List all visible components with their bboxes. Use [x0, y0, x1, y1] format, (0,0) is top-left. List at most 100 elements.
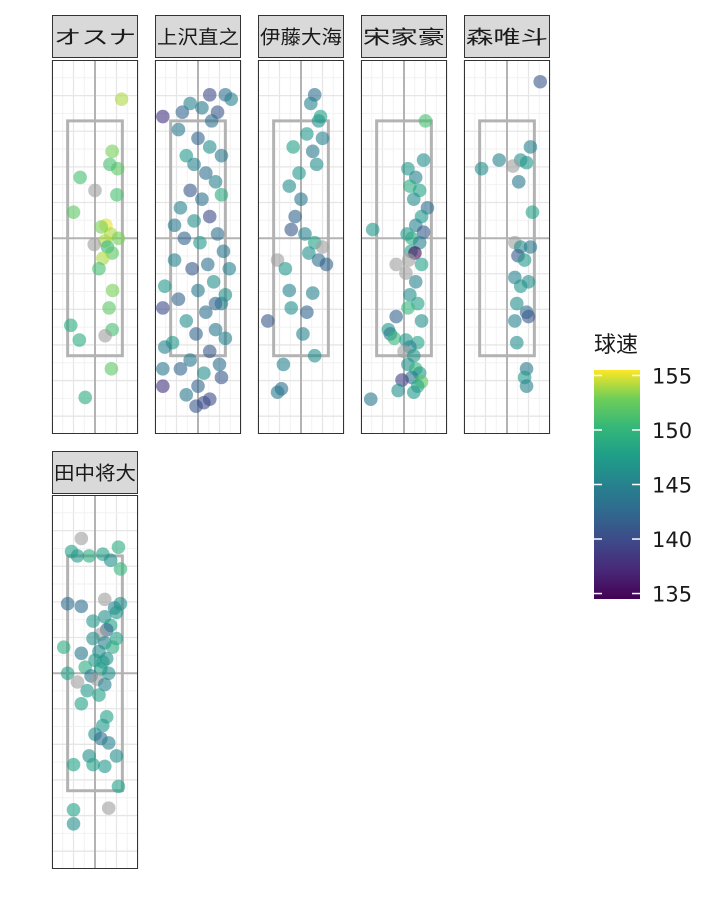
pitch-point: [80, 683, 94, 698]
pitch-point: [284, 222, 299, 237]
pitch-point: [303, 96, 318, 111]
pitch-point: [288, 209, 302, 224]
pitch-point: [179, 388, 194, 402]
facet-label: オスナ: [54, 27, 136, 49]
pitch-point: [523, 140, 538, 154]
pitch-point: [167, 253, 182, 267]
pitch-point: [97, 592, 112, 607]
pitch-point: [110, 188, 124, 202]
pitch-point: [74, 531, 89, 546]
facet-strip: [52, 451, 138, 494]
pitch-point: [105, 144, 119, 159]
pitch-point: [111, 779, 126, 794]
facet-label: 上沢直之: [157, 27, 239, 49]
pitch-point: [414, 257, 429, 272]
pitch-point: [521, 274, 536, 289]
facet-strip: [258, 15, 344, 58]
pitch-point: [315, 240, 330, 254]
pitch-point: [210, 227, 225, 241]
pitch-point: [183, 353, 197, 367]
panel-border: [258, 60, 344, 434]
pitch-point: [97, 677, 112, 692]
pitch-point: [214, 148, 229, 163]
pitch-point: [156, 361, 170, 376]
facet-label: 伊藤大海: [260, 27, 342, 49]
pitch-point: [406, 385, 421, 400]
pitch-point: [363, 392, 378, 407]
pitch-point: [270, 253, 285, 267]
pitch-point: [418, 114, 433, 128]
pitch-point: [202, 209, 217, 224]
pitch-point: [105, 283, 120, 298]
pitch-point: [214, 188, 229, 202]
pitch-point: [74, 646, 89, 661]
pitch-point: [525, 205, 540, 220]
pitch-point: [278, 261, 293, 276]
pitch-point: [519, 155, 534, 170]
pitch-point: [365, 222, 380, 237]
pitch-point: [179, 148, 194, 163]
pitch-point: [200, 257, 215, 272]
pitch-points: [474, 74, 548, 393]
pitch-point: [408, 274, 423, 289]
pitch-point: [389, 309, 403, 324]
pitch-point: [87, 237, 102, 252]
pitch-point: [197, 366, 211, 380]
pitch-point: [282, 283, 297, 298]
pitch-point: [399, 266, 413, 280]
pitch-point: [300, 127, 314, 141]
pitch-point: [156, 109, 170, 124]
pitch-point: [185, 261, 199, 276]
pitch-point: [60, 666, 75, 681]
pitch-points: [156, 87, 239, 413]
pitch-point: [73, 170, 87, 185]
pitch-point: [66, 205, 81, 220]
pitch-point: [302, 246, 316, 260]
pitch-point: [508, 314, 522, 328]
facet-panel: 伊藤大海: [257, 15, 345, 434]
pitch-point: [509, 335, 524, 350]
pitch-point: [82, 549, 96, 563]
pitch-point: [286, 140, 300, 154]
pitch-point: [101, 666, 116, 681]
pitch-point: [202, 140, 217, 154]
pitch-point: [412, 235, 427, 250]
pitch-point: [202, 344, 217, 359]
legend-tick-label: 150: [652, 419, 692, 443]
pitch-point: [216, 244, 231, 259]
pitch-point: [307, 348, 322, 363]
pitch-point: [66, 803, 81, 817]
panel-border: [52, 60, 138, 434]
pitch-point: [276, 357, 291, 372]
pitch-point: [56, 640, 71, 655]
pitch-point: [401, 253, 416, 267]
pitch-point: [70, 549, 85, 563]
pitch-point: [103, 553, 118, 568]
pitch-point: [187, 157, 201, 172]
color-legend: 球速 135 140 145 150 155: [594, 333, 692, 607]
pitch-point: [109, 749, 124, 763]
pitch-point: [94, 220, 109, 234]
facet-strip: [155, 15, 241, 58]
pitch-point: [260, 314, 275, 328]
pitch-point: [109, 605, 124, 620]
legend-tick-label: 145: [652, 474, 692, 498]
pitch-point: [195, 192, 209, 206]
pitch-point: [282, 179, 297, 193]
pitch-point: [517, 253, 532, 267]
pitch-point: [509, 296, 524, 311]
facet-label: 宋家豪: [363, 27, 445, 49]
pitch-point: [191, 379, 205, 393]
pitch-point: [474, 161, 489, 176]
pitch-point: [70, 675, 85, 689]
facet-panel: 森唯斗: [463, 15, 551, 434]
pitch-point: [387, 331, 402, 346]
pitch-point: [92, 688, 106, 702]
pitch-point: [315, 131, 330, 146]
pitch-point: [171, 292, 186, 306]
strike-zone: [478, 119, 536, 358]
pitch-point: [208, 174, 223, 189]
pitch-point: [224, 92, 239, 106]
pitch-point: [97, 759, 112, 774]
